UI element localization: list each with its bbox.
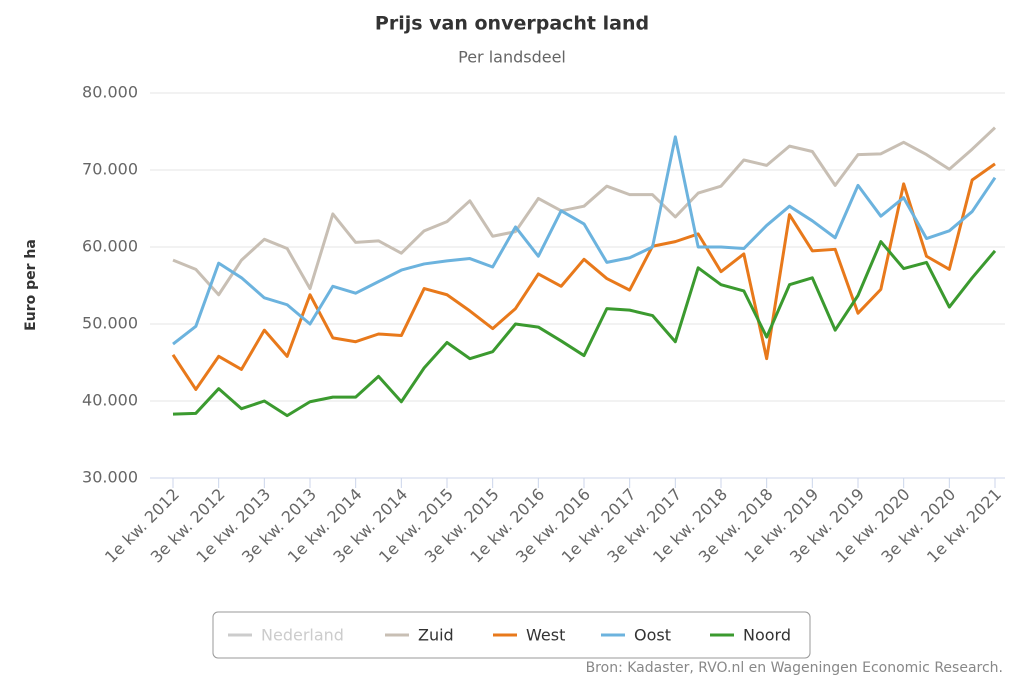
legend-label: West bbox=[526, 626, 565, 645]
source: Bron: Kadaster, RVO.nl en Wageningen Eco… bbox=[586, 660, 1003, 676]
legend-label: Oost bbox=[634, 626, 671, 645]
legend-label: Nederland bbox=[261, 626, 344, 645]
y-tick-label: 80.000 bbox=[82, 83, 138, 102]
chart-title: Prijs van onverpacht land bbox=[375, 13, 649, 35]
series-line bbox=[172, 135, 997, 346]
chart-subtitle: Per landsdeel bbox=[458, 48, 566, 67]
y-tick-label: 40.000 bbox=[82, 391, 138, 410]
y-axis-label: Euro per ha bbox=[23, 239, 39, 331]
y-tick-label: 60.000 bbox=[82, 237, 138, 256]
series-line bbox=[172, 240, 997, 418]
series-line bbox=[171, 162, 996, 391]
series-line bbox=[172, 126, 997, 297]
legend-label: Noord bbox=[743, 626, 791, 645]
y-tick-label: 70.000 bbox=[82, 160, 138, 179]
legend-label: Zuid bbox=[418, 626, 454, 645]
y-tick-label: 30.000 bbox=[82, 468, 138, 487]
y-tick-label: 50.000 bbox=[82, 314, 138, 333]
